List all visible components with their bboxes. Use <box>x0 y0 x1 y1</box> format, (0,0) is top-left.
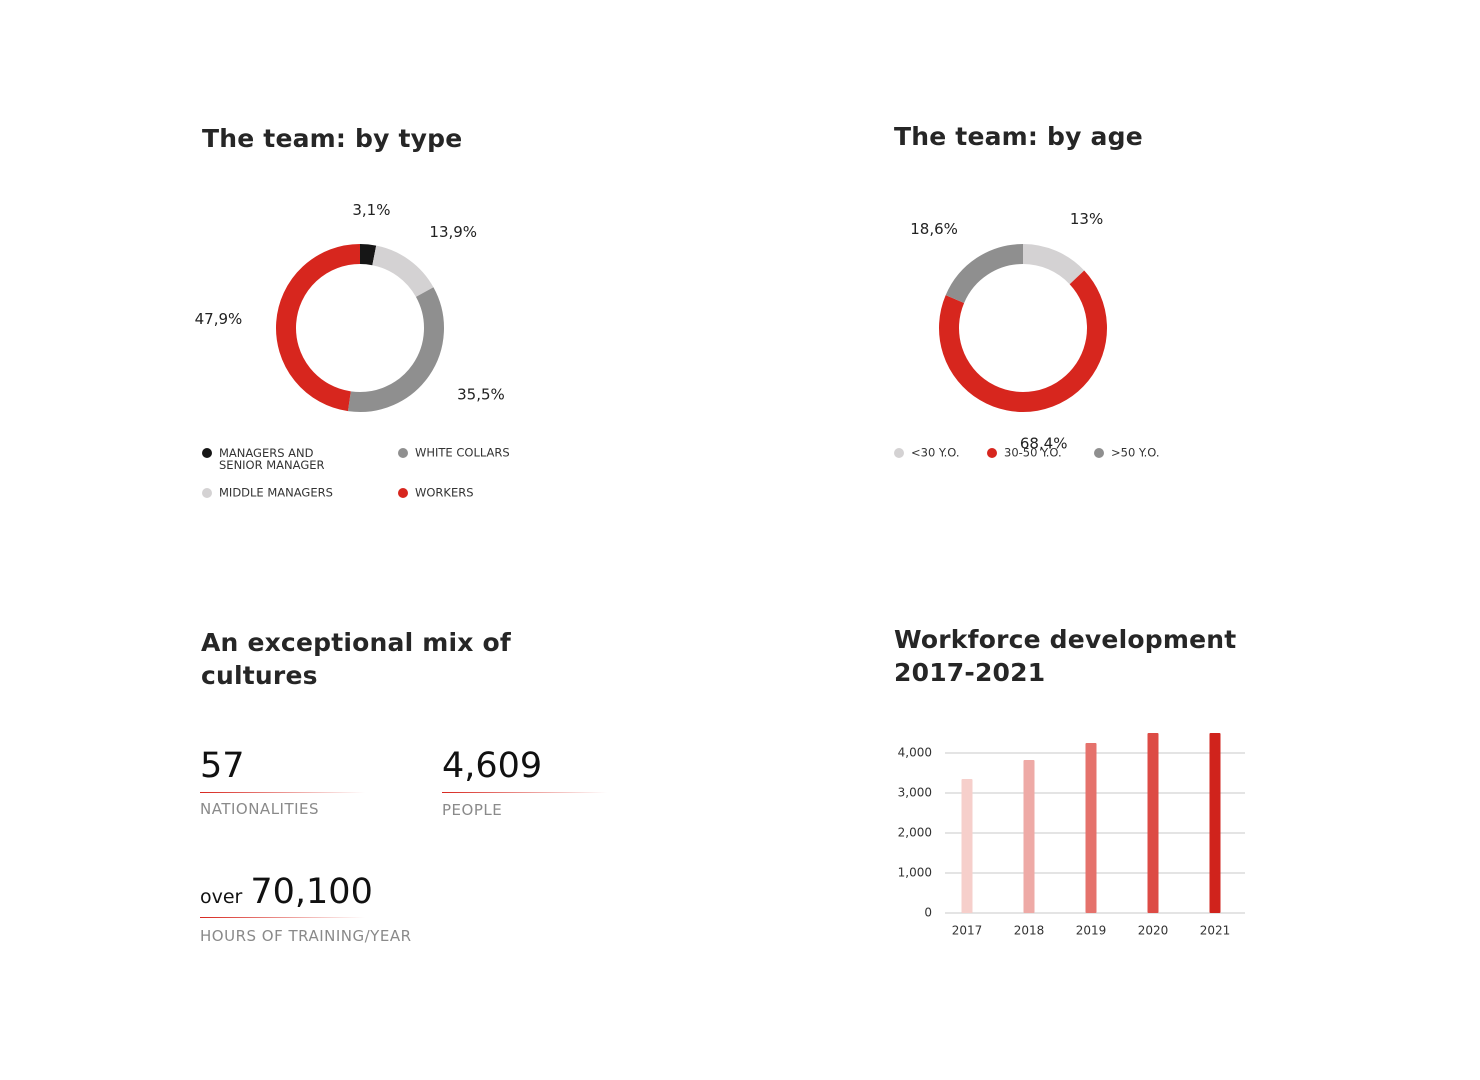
x-tick-label: 2018 <box>1014 924 1045 938</box>
rule <box>442 792 607 793</box>
legend-swatch <box>987 448 997 458</box>
data-label: 68,4% <box>1020 435 1068 453</box>
donut-segment <box>939 270 1107 412</box>
legend-swatch <box>1094 448 1104 458</box>
donut-segment <box>276 244 361 412</box>
stat-label: PEOPLE <box>442 801 503 819</box>
x-tick-label: 2021 <box>1200 924 1231 938</box>
bar <box>1085 743 1097 913</box>
data-label: 35,5% <box>457 386 505 404</box>
legend-swatch <box>398 488 408 498</box>
x-tick-label: 2020 <box>1138 924 1169 938</box>
legend-label: WORKERS <box>415 486 474 500</box>
stat-label: HOURS OF TRAINING/YEAR <box>200 927 412 945</box>
y-tick-label: 2,000 <box>898 826 932 840</box>
legend-label: WHITE COLLARS <box>415 446 510 460</box>
stat-number: 70,100 <box>250 872 373 912</box>
bar <box>1023 760 1035 913</box>
bar <box>1209 733 1221 913</box>
bar <box>961 779 973 913</box>
data-label: 13,9% <box>429 223 477 241</box>
legend-label: 30-50 Y.O. <box>1004 446 1062 460</box>
data-label: 13% <box>1070 210 1103 228</box>
stat-prefix: over <box>200 886 243 908</box>
rule <box>200 917 365 918</box>
data-label: 18,6% <box>910 220 958 238</box>
y-tick-label: 0 <box>924 906 932 920</box>
y-tick-label: 4,000 <box>898 746 932 760</box>
stat-number: 4,609 <box>442 746 543 786</box>
legend-swatch <box>202 448 212 458</box>
donut-segment <box>371 245 434 298</box>
legend-swatch <box>894 448 904 458</box>
donut-segment <box>359 244 377 266</box>
stat-number-row: over 70,100 <box>200 872 373 912</box>
data-label: 47,9% <box>195 310 243 328</box>
x-tick-label: 2019 <box>1076 924 1107 938</box>
legend-swatch <box>398 448 408 458</box>
section-title: An exceptional mix of cultures <box>201 628 511 690</box>
x-tick-label: 2017 <box>952 924 983 938</box>
data-label: 3,1% <box>352 201 390 219</box>
chart-title: The team: by type <box>202 124 463 153</box>
donut-segment <box>347 287 444 412</box>
legend-swatch <box>202 488 212 498</box>
chart-title: Workforce development 2017-2021 <box>894 625 1237 687</box>
stat-number: 57 <box>200 746 245 786</box>
rule <box>200 792 365 793</box>
y-tick-label: 1,000 <box>898 866 932 880</box>
y-tick-label: 3,000 <box>898 786 932 800</box>
legend-label: MIDDLE MANAGERS <box>219 486 333 500</box>
bar <box>1147 733 1159 913</box>
legend-label: MANAGERS AND SENIOR MANAGER <box>219 446 324 472</box>
legend-label: >50 Y.O. <box>1111 446 1160 460</box>
legend-label: <30 Y.O. <box>911 446 960 460</box>
chart-title: The team: by age <box>894 122 1143 151</box>
donut-segment <box>945 244 1024 304</box>
donut-segment <box>1022 244 1085 285</box>
stat-label: NATIONALITIES <box>200 800 320 818</box>
